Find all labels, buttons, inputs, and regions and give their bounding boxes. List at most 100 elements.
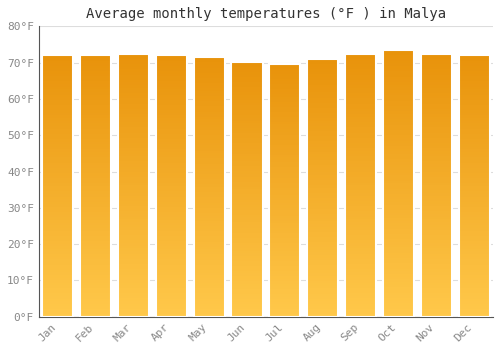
Bar xyxy=(194,96,224,99)
Bar xyxy=(42,223,74,225)
Bar xyxy=(458,267,490,270)
Bar xyxy=(80,178,111,181)
Bar xyxy=(80,170,111,173)
Bar xyxy=(345,217,376,219)
Bar xyxy=(42,286,74,288)
Bar xyxy=(232,286,262,289)
Bar xyxy=(80,142,111,144)
Bar xyxy=(42,55,74,58)
Bar xyxy=(421,201,452,204)
Bar xyxy=(194,122,224,125)
Bar xyxy=(421,222,452,225)
Bar xyxy=(270,140,300,142)
Bar xyxy=(80,128,111,131)
Bar xyxy=(232,238,262,240)
Bar xyxy=(307,170,338,173)
Bar xyxy=(194,306,224,309)
Bar xyxy=(42,225,74,228)
Bar xyxy=(194,229,224,231)
Bar xyxy=(42,299,74,301)
Bar xyxy=(270,312,300,314)
Bar xyxy=(345,280,376,282)
Bar xyxy=(80,105,111,108)
Bar xyxy=(194,203,224,205)
Bar xyxy=(383,277,414,279)
Bar xyxy=(80,301,111,304)
Bar xyxy=(307,268,338,271)
Bar xyxy=(270,107,300,109)
Bar xyxy=(156,136,187,139)
Bar xyxy=(156,191,187,194)
Bar xyxy=(345,164,376,167)
Bar xyxy=(156,270,187,272)
Bar xyxy=(421,119,452,122)
Bar xyxy=(232,151,262,154)
Bar xyxy=(345,54,376,56)
Bar xyxy=(383,306,414,309)
Bar xyxy=(307,100,338,103)
Bar xyxy=(80,84,111,87)
Bar xyxy=(458,189,490,191)
Bar xyxy=(232,161,262,164)
Bar xyxy=(345,312,376,314)
Bar xyxy=(42,100,74,103)
Bar xyxy=(156,155,187,157)
Bar xyxy=(232,220,262,223)
Bar xyxy=(42,152,74,155)
Bar xyxy=(80,217,111,220)
Bar xyxy=(156,126,187,128)
Bar xyxy=(232,85,262,88)
Bar xyxy=(345,167,376,169)
Bar xyxy=(156,97,187,100)
Bar xyxy=(118,180,149,183)
Bar xyxy=(270,134,300,137)
Bar xyxy=(118,54,149,317)
Bar xyxy=(458,199,490,202)
Bar xyxy=(80,168,111,170)
Bar xyxy=(421,169,452,172)
Bar xyxy=(194,68,224,70)
Bar xyxy=(345,64,376,67)
Bar xyxy=(232,256,262,258)
Bar xyxy=(156,210,187,212)
Bar xyxy=(270,276,300,279)
Bar xyxy=(307,157,338,160)
Bar xyxy=(383,298,414,301)
Bar xyxy=(80,110,111,113)
Bar xyxy=(307,69,338,72)
Bar xyxy=(307,134,338,136)
Bar xyxy=(345,201,376,204)
Bar xyxy=(118,306,149,309)
Bar xyxy=(307,95,338,98)
Bar xyxy=(80,270,111,272)
Bar xyxy=(270,200,300,203)
Bar xyxy=(421,156,452,159)
Bar xyxy=(458,94,490,97)
Bar xyxy=(383,58,414,61)
Bar xyxy=(194,70,224,73)
Bar xyxy=(383,314,414,317)
Bar xyxy=(194,260,224,262)
Bar xyxy=(194,267,224,270)
Bar xyxy=(421,238,452,240)
Bar xyxy=(42,186,74,189)
Bar xyxy=(383,287,414,290)
Bar xyxy=(270,304,300,307)
Bar xyxy=(307,234,338,237)
Bar xyxy=(232,279,262,281)
Bar xyxy=(118,148,149,151)
Bar xyxy=(118,277,149,280)
Bar xyxy=(232,118,262,120)
Bar xyxy=(345,277,376,280)
Bar xyxy=(118,222,149,225)
Bar xyxy=(118,135,149,138)
Bar xyxy=(307,283,338,286)
Bar xyxy=(156,265,187,267)
Bar xyxy=(232,205,262,207)
Bar xyxy=(383,63,414,66)
Bar xyxy=(307,121,338,124)
Bar xyxy=(421,243,452,246)
Bar xyxy=(270,79,300,82)
Bar xyxy=(383,74,414,77)
Bar xyxy=(80,134,111,136)
